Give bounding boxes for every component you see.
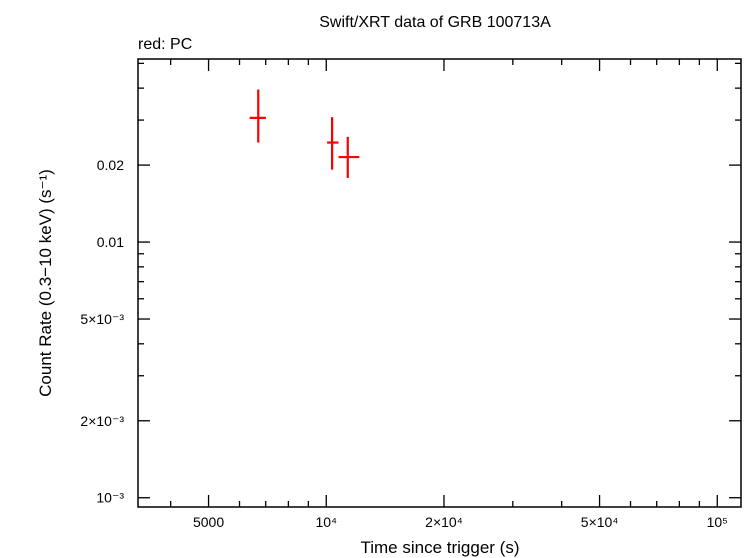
y-tick-label: 0.01 xyxy=(97,234,124,250)
plot-frame xyxy=(137,58,742,508)
x-axis-label: Time since trigger (s) xyxy=(360,538,519,557)
x-tick-label: 2×10⁴ xyxy=(425,514,463,530)
y-tick-label: 0.02 xyxy=(97,157,124,173)
x-tick-label: 5000 xyxy=(193,514,224,530)
y-tick-label: 2×10⁻³ xyxy=(80,413,124,429)
y-axis-label: Count Rate (0.3−10 keV) (s⁻¹) xyxy=(36,169,55,397)
y-tick-label: 5×10⁻³ xyxy=(80,311,124,327)
data-series xyxy=(249,89,360,179)
data-point xyxy=(327,117,339,170)
x-tick-label: 10⁵ xyxy=(707,514,728,530)
x-tick-label: 5×10⁴ xyxy=(581,514,619,530)
data-point xyxy=(338,136,360,179)
axes: 5000 10⁴ 2×10⁴ 5×10⁴ 10⁵ 10⁻³ 2×10⁻³ 5×10⁻³ 0.01… xyxy=(80,59,741,530)
data-point xyxy=(249,89,266,143)
chart-title: Swift/XRT data of GRB 100713A xyxy=(319,14,551,31)
x-tick-label: 10⁴ xyxy=(315,514,337,530)
y-tick-label: 10⁻³ xyxy=(96,490,124,506)
chart-subtitle: red: PC xyxy=(138,36,192,53)
